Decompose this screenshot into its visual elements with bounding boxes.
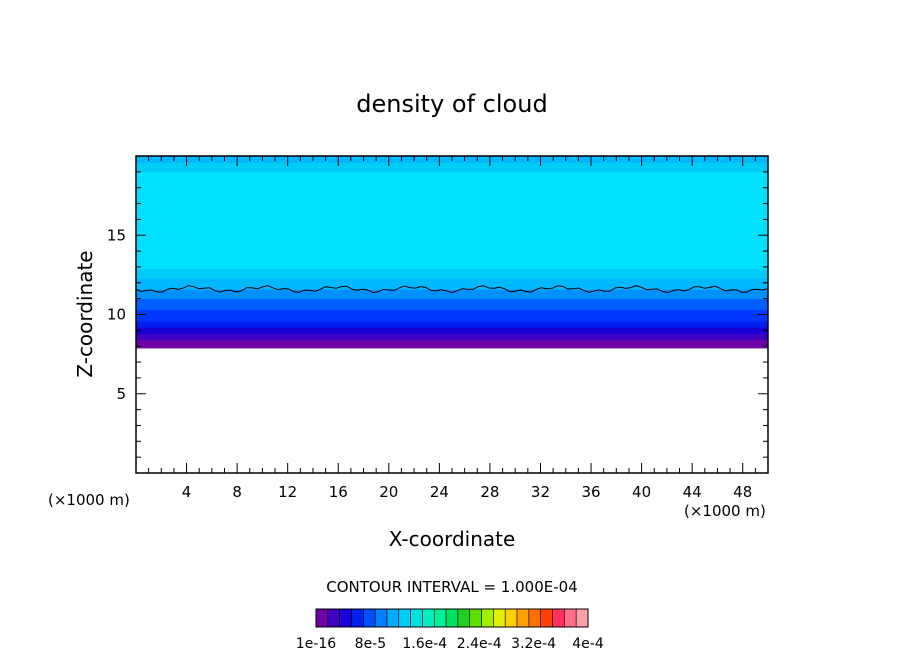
plot-field — [136, 156, 768, 349]
field-band-4 — [136, 309, 768, 322]
x-tick-label: 4 — [182, 483, 192, 501]
contour-line — [135, 285, 769, 294]
colorbar-swatch — [481, 608, 494, 628]
colorbar-frame — [315, 608, 589, 628]
x-tick-label: 20 — [379, 483, 398, 501]
colorbar-label: 4e-4 — [572, 636, 604, 652]
colorbar-swatch — [339, 608, 352, 628]
colorbar-swatch — [315, 608, 329, 628]
colorbar-swatch — [433, 608, 447, 628]
field-band-3 — [136, 320, 768, 328]
colorbar-swatch — [564, 608, 577, 628]
colorbar-swatch — [575, 608, 589, 628]
x-unit-right: (×1000 m) — [684, 502, 766, 520]
field-band-0 — [136, 339, 768, 349]
x-tick-label: 44 — [683, 483, 702, 501]
colorbar-swatch — [351, 608, 364, 628]
contour-line-group — [135, 285, 769, 294]
chart-title: density of cloud — [356, 90, 547, 118]
y-tick-label: 5 — [116, 385, 126, 403]
colorbar-label: 3.2e-4 — [511, 636, 556, 652]
colorbar-swatch — [504, 608, 518, 628]
colorbar-swatch — [528, 608, 541, 628]
colorbar-swatch — [386, 608, 400, 628]
y-tick-label: 10 — [107, 306, 126, 324]
y-tick-label: 15 — [107, 226, 126, 244]
colorbar-swatch — [445, 608, 459, 628]
colorbar-label: 1.6e-4 — [402, 636, 447, 652]
field-band-10 — [136, 162, 768, 173]
y-axis-label: Z-coordinate — [73, 250, 97, 377]
x-tick-label: 16 — [329, 483, 348, 501]
colorbar-swatch — [540, 608, 553, 628]
x-tick-label: 40 — [632, 483, 651, 501]
field-band-1 — [136, 333, 768, 341]
x-tick-label: 28 — [480, 483, 499, 501]
colorbar-swatch — [469, 608, 482, 628]
colorbar-swatch — [493, 608, 506, 628]
colorbar-swatch — [552, 608, 565, 628]
colorbar-swatch — [362, 608, 376, 628]
x-tick-label: 36 — [581, 483, 600, 501]
x-tick-label: 24 — [430, 483, 449, 501]
field-band-8 — [136, 268, 768, 279]
colorbar — [315, 608, 589, 628]
field-band-2 — [136, 327, 768, 335]
x-tick-label: 48 — [733, 483, 752, 501]
field-band-6 — [136, 289, 768, 300]
contour-interval-label: CONTOUR INTERVAL = 1.000E-04 — [326, 578, 577, 596]
y-axis: 5 10 15 — [107, 155, 768, 474]
x-axis-label: X-coordinate — [389, 527, 516, 551]
colorbar-label: 2.4e-4 — [457, 636, 502, 652]
x-tick-label: 32 — [531, 483, 550, 501]
x-tick-label: 12 — [278, 483, 297, 501]
colorbar-swatch — [516, 608, 530, 628]
colorbar-label: 8e-5 — [355, 636, 386, 652]
field-band-5 — [136, 298, 768, 311]
colorbar-label: 1e-16 — [296, 636, 336, 652]
field-band-9 — [136, 171, 768, 270]
x-tick-label: 8 — [232, 483, 242, 501]
colorbar-swatch — [398, 608, 411, 628]
colorbar-swatch — [374, 608, 388, 628]
colorbar-labels: 1e-16 8e-5 1.6e-4 2.4e-4 3.2e-4 4e-4 — [296, 636, 604, 652]
x-axis: 4 8 12 16 20 24 28 32 36 40 44 48 — [135, 156, 769, 501]
x-unit-left: (×1000 m) — [48, 491, 130, 509]
colorbar-swatch — [327, 608, 340, 628]
colorbar-swatch — [410, 608, 423, 628]
colorbar-swatch — [422, 608, 435, 628]
field-band-7 — [136, 278, 768, 290]
colorbar-swatch — [457, 608, 471, 628]
